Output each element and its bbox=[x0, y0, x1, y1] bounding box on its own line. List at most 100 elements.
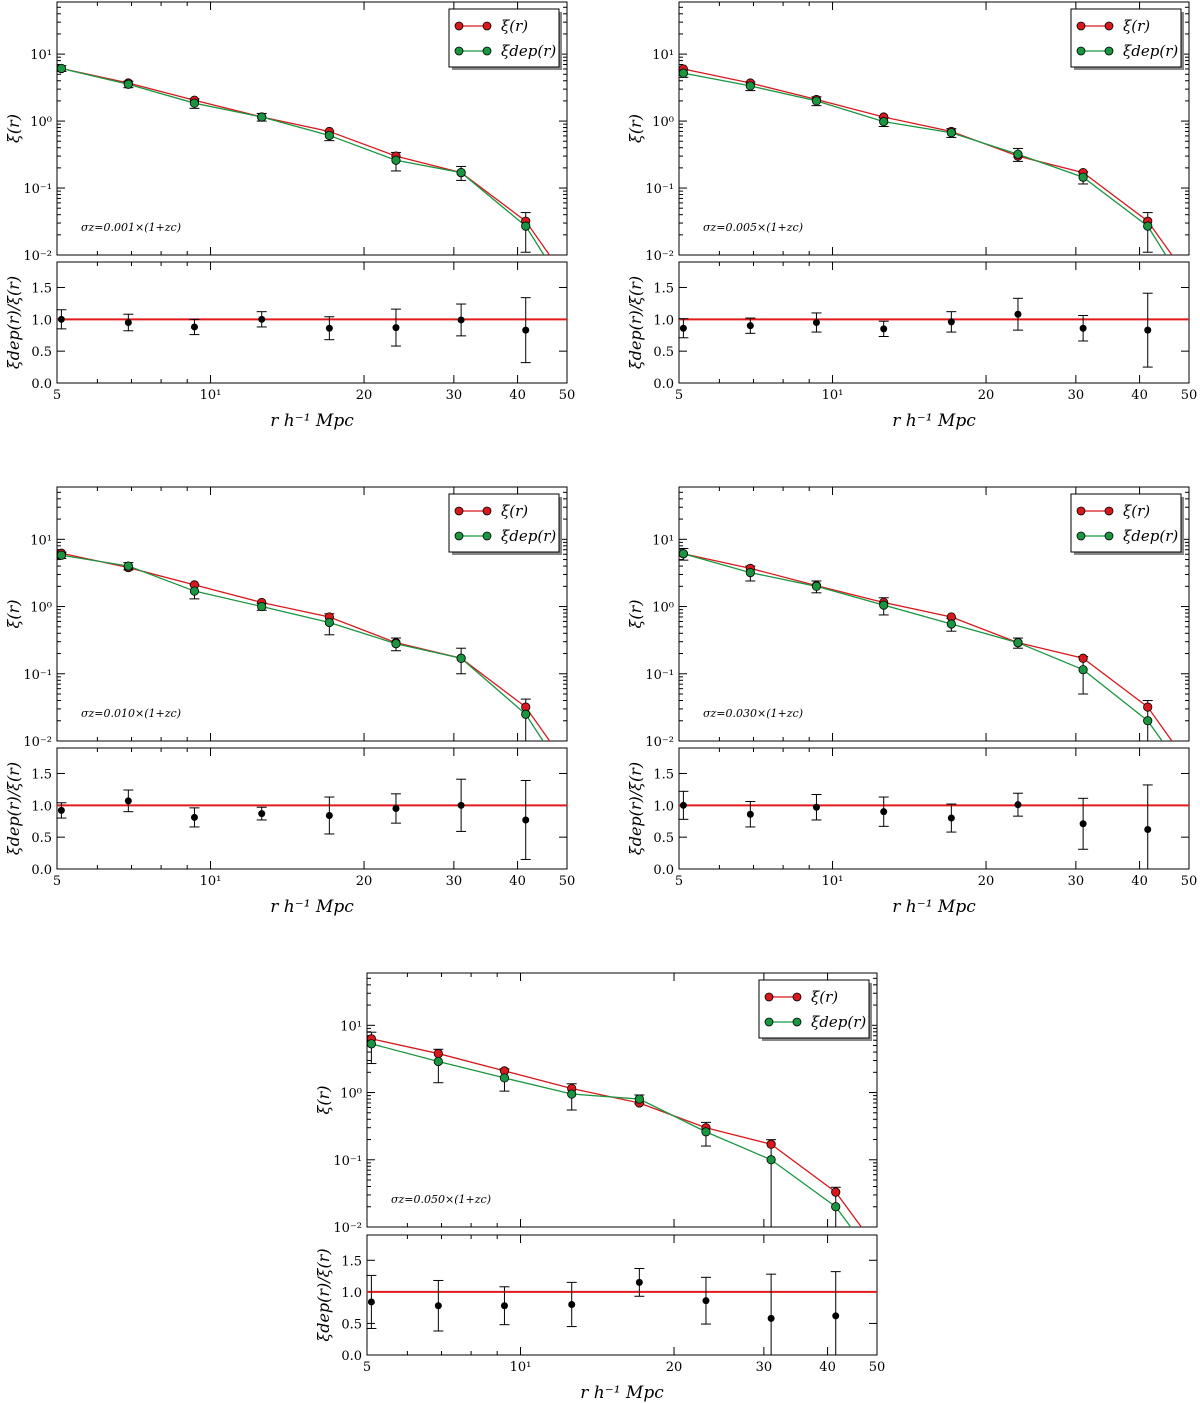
ratio-point bbox=[947, 814, 955, 822]
sigma-annotation: σz=0.030×(1+zc) bbox=[703, 707, 803, 720]
legend-label-xi: ξ(r) bbox=[811, 988, 838, 1006]
legend-box bbox=[448, 493, 560, 553]
plot-area bbox=[367, 1031, 863, 1227]
legend-marker bbox=[792, 1017, 802, 1027]
sigma-annotation: σz=0.010×(1+zc) bbox=[81, 707, 181, 720]
x-axis-label: r h⁻¹ Mpc bbox=[892, 897, 976, 917]
xi-dep-point bbox=[391, 639, 401, 649]
xi-dep-point bbox=[811, 581, 822, 591]
ratio-point bbox=[124, 797, 132, 805]
chart-panel-5: 10⁻² 10⁻¹ 10⁰ 10¹ 5 10¹ 20 30 40 50 0.0 0.5 1.0 1.5 ξ(… bbox=[314, 972, 885, 1403]
xi-dep-point bbox=[1013, 638, 1023, 648]
ratio-tick-label: 0.5 bbox=[31, 345, 52, 360]
xi-dep-point bbox=[324, 617, 334, 628]
y-axis-label: ξ(r) bbox=[4, 600, 23, 629]
ratio-tick-label: 1.0 bbox=[653, 313, 674, 328]
ratio-point bbox=[1079, 324, 1087, 332]
ratio-point bbox=[457, 801, 465, 809]
xi-dep-point bbox=[1143, 221, 1153, 231]
x-tick-label: 10¹ bbox=[200, 388, 222, 403]
series-line-xi bbox=[683, 553, 1173, 741]
ratio-point bbox=[767, 1314, 775, 1322]
x-tick-label: 50 bbox=[1181, 388, 1198, 403]
ratio-point bbox=[124, 319, 132, 326]
legend-marker bbox=[1104, 506, 1114, 516]
xi-dep-point bbox=[831, 1202, 841, 1212]
ratio-point bbox=[258, 315, 266, 323]
y-axis-label: ξ(r) bbox=[626, 114, 645, 143]
xi-dep-point bbox=[521, 709, 531, 719]
y-axis-label: ξ(r) bbox=[626, 600, 645, 629]
legend-label-xi: ξ(r) bbox=[1123, 17, 1150, 35]
xi-dep-point bbox=[367, 1039, 376, 1049]
xi-dep-point bbox=[634, 1094, 644, 1104]
legend-marker bbox=[764, 1017, 774, 1027]
ratio-axes-frame bbox=[678, 261, 1190, 384]
ratio-point bbox=[947, 318, 955, 326]
ratio-point bbox=[880, 808, 888, 816]
ratio-tick-label: 0.0 bbox=[653, 377, 674, 392]
y-tick-label: 10⁻² bbox=[23, 735, 52, 750]
legend-label-xi_dep: ξdep(r) bbox=[501, 42, 556, 60]
ratio-point bbox=[1144, 326, 1152, 334]
ratio-point bbox=[746, 810, 754, 818]
x-tick-label: 5 bbox=[363, 1360, 371, 1375]
xi-dep-point bbox=[879, 600, 889, 610]
ratio-point bbox=[325, 324, 333, 332]
xi-dep-point bbox=[456, 168, 466, 178]
chart-panel-1: 10⁻² 10⁻¹ 10⁰ 10¹ 5 10¹ 20 30 40 50 0.0 0.5 1.0 1.5 ξ(… bbox=[4, 1, 576, 431]
plot-area bbox=[57, 63, 551, 255]
x-tick-label: 10¹ bbox=[200, 874, 222, 889]
y-axis-label: ξ(r) bbox=[314, 1086, 333, 1115]
legend: ξ(r) ξdep(r) bbox=[758, 979, 872, 1041]
xi-dep-point bbox=[701, 1127, 711, 1137]
xi-dep-point bbox=[324, 130, 334, 141]
series-line-xi bbox=[61, 552, 551, 741]
ratio-point bbox=[434, 1302, 442, 1310]
legend-marker bbox=[1104, 21, 1114, 31]
x-tick-label: 30 bbox=[446, 388, 463, 403]
x-tick-label: 20 bbox=[978, 874, 995, 889]
xi-dep-point bbox=[189, 98, 200, 108]
ratio-point bbox=[57, 315, 65, 323]
ratio-point bbox=[702, 1297, 710, 1305]
ratio-point bbox=[57, 806, 65, 814]
ratio-y-axis-label: ξdep(r)/ξ(r) bbox=[626, 276, 645, 369]
ratio-point bbox=[568, 1300, 576, 1308]
ratio-point bbox=[635, 1278, 643, 1286]
ratio-axes-frame bbox=[56, 747, 568, 870]
legend-marker bbox=[1076, 21, 1086, 31]
y-tick-label: 10¹ bbox=[652, 48, 674, 63]
ratio-point bbox=[392, 805, 400, 812]
main-axes-frame bbox=[366, 972, 878, 1228]
ratio-tick-label: 0.0 bbox=[31, 863, 52, 878]
ratio-point bbox=[812, 319, 820, 326]
chart-panel-4: 10⁻² 10⁻¹ 10⁰ 10¹ 5 10¹ 20 30 40 50 0.0 0.5 1.0 1.5 ξ(… bbox=[626, 486, 1197, 917]
legend-label-xi_dep: ξdep(r) bbox=[811, 1013, 866, 1031]
x-tick-label: 40 bbox=[509, 388, 526, 403]
series-line-xi bbox=[683, 68, 1173, 255]
x-tick-label: 50 bbox=[559, 388, 576, 403]
y-tick-label: 10⁻¹ bbox=[333, 1154, 362, 1169]
y-tick-label: 10⁻² bbox=[333, 1221, 362, 1236]
y-tick-label: 10⁻¹ bbox=[23, 668, 52, 683]
ratio-point bbox=[880, 325, 888, 333]
ratio-point bbox=[457, 316, 465, 324]
x-tick-label: 40 bbox=[819, 1360, 836, 1375]
legend-box bbox=[1070, 493, 1182, 553]
x-tick-label: 10¹ bbox=[822, 874, 844, 889]
y-tick-label: 10¹ bbox=[652, 533, 674, 548]
legend-label-xi: ξ(r) bbox=[501, 502, 528, 520]
xi-point bbox=[1078, 653, 1088, 663]
legend-label-xi_dep: ξdep(r) bbox=[1123, 42, 1178, 60]
legend-marker bbox=[1076, 46, 1086, 56]
ratio-area bbox=[56, 778, 567, 860]
ratio-point bbox=[679, 324, 687, 332]
legend-marker bbox=[482, 46, 492, 56]
ratio-tick-label: 0.0 bbox=[341, 1349, 362, 1364]
series-line-xi-dep bbox=[683, 72, 1167, 255]
y-tick-label: 10¹ bbox=[340, 1019, 362, 1034]
x-axis-label: r h⁻¹ Mpc bbox=[270, 897, 354, 917]
main-axes-frame bbox=[56, 486, 568, 742]
